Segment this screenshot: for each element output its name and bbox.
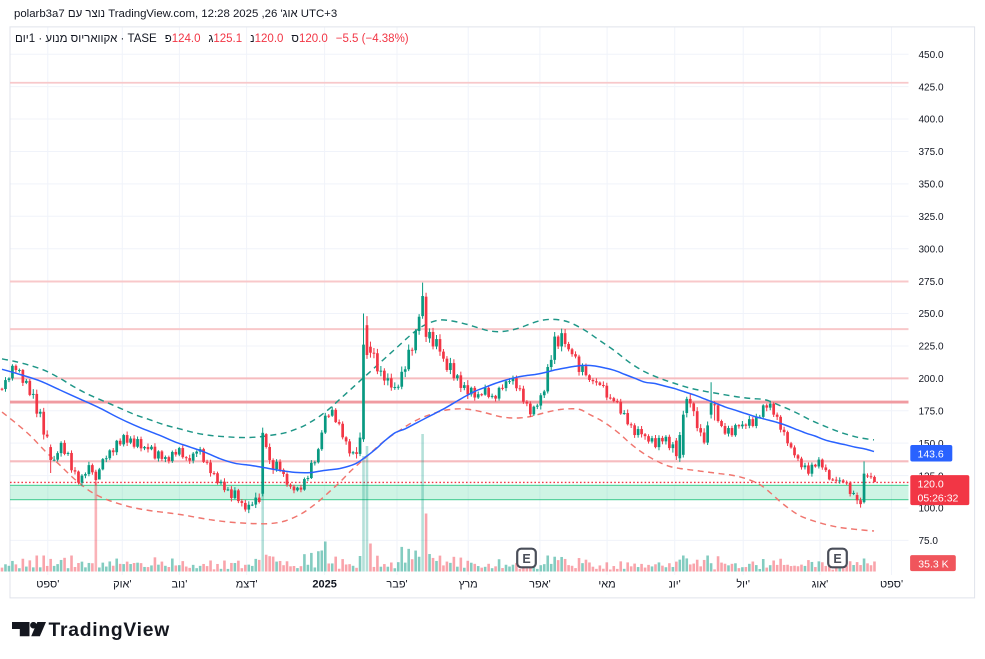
svg-text:פבר': פבר' — [386, 579, 407, 591]
svg-text:יונ': יונ' — [669, 579, 681, 591]
svg-text:225.0: 225.0 — [919, 342, 944, 353]
svg-text:175.0: 175.0 — [919, 407, 944, 418]
svg-text:120.0: 120.0 — [918, 479, 944, 491]
svg-text:ספט': ספט' — [36, 579, 59, 591]
svg-text:נוב': נוב' — [171, 579, 187, 591]
svg-text:150.0: 150.0 — [919, 439, 944, 450]
svg-text:143.6: 143.6 — [918, 448, 944, 460]
svg-text:200.0: 200.0 — [919, 374, 944, 385]
svg-text:דצמ': דצמ' — [236, 579, 258, 591]
svg-text:E: E — [833, 552, 841, 566]
svg-text:425.0: 425.0 — [919, 82, 944, 93]
svg-text:אוק': אוק' — [113, 579, 131, 591]
svg-text:250.0: 250.0 — [919, 309, 944, 320]
svg-text:אוג': אוג' — [812, 579, 829, 591]
svg-text:325.0: 325.0 — [919, 212, 944, 223]
svg-text:05:26:32: 05:26:32 — [918, 493, 959, 505]
svg-text:ספט': ספט' — [880, 579, 903, 591]
svg-text:35.3 K: 35.3 K — [918, 558, 948, 570]
svg-text:2025: 2025 — [312, 579, 336, 591]
svg-text:400.0: 400.0 — [919, 115, 944, 126]
svg-text:אפר': אפר' — [529, 579, 551, 591]
svg-text:מרץ: מרץ — [459, 579, 478, 591]
svg-text:275.0: 275.0 — [919, 277, 944, 288]
svg-text:100.0: 100.0 — [919, 504, 944, 515]
svg-text:300.0: 300.0 — [919, 244, 944, 255]
svg-text:450.0: 450.0 — [919, 50, 944, 61]
svg-text:375.0: 375.0 — [919, 147, 944, 158]
svg-text:מאי: מאי — [598, 579, 615, 591]
svg-text:350.0: 350.0 — [919, 180, 944, 191]
svg-text:יול': יול' — [736, 578, 750, 591]
svg-text:75.0: 75.0 — [919, 536, 939, 547]
svg-text:E: E — [522, 552, 530, 566]
